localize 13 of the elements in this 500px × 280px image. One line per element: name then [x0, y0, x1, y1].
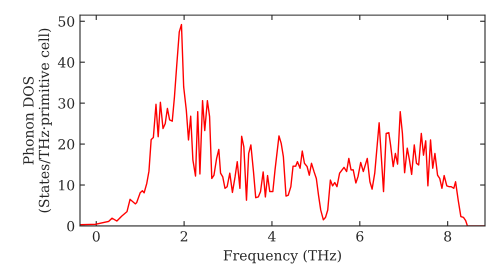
- x-tick-label: 2: [180, 231, 188, 242]
- x-tick-label: 4: [268, 231, 276, 242]
- y-tick-label: 50: [58, 16, 74, 27]
- y-tick-label: 10: [59, 180, 74, 190]
- y-tick-label: 30: [58, 98, 74, 109]
- y-tick-label: 40: [58, 57, 74, 68]
- x-tick-label: 8: [444, 231, 452, 242]
- y-tick-label: 0: [67, 220, 74, 232]
- x-axis-title: Frequency (THz): [224, 250, 341, 264]
- y-tick-label: 20: [58, 139, 74, 150]
- x-tick-label: 6: [356, 231, 364, 242]
- x-tick-label: 0: [92, 231, 100, 242]
- y-axis-title: Phonon DOS (States/THz·primitive cell): [22, 28, 52, 212]
